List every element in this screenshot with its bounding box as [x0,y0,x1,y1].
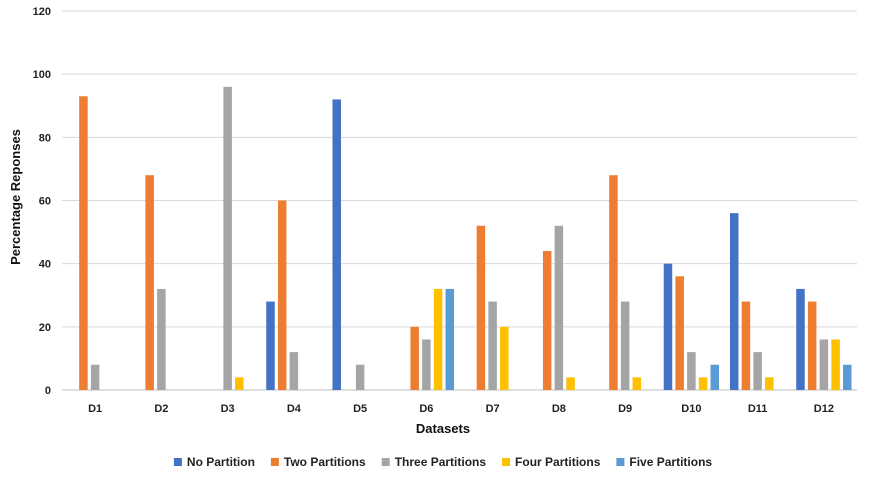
bar-d3-series-4 [235,377,244,390]
legend: No Partition Two Partitions Three Partitio… [173,455,712,469]
x-tick-label: D7 [486,403,500,415]
y-axis-title: Percentage Reponses [8,129,23,265]
bar-d9-series-2 [609,175,618,390]
bars [79,86,852,391]
y-tick-label: 20 [39,322,51,334]
legend-item-5: Five Partitions [616,455,712,469]
legend-swatch [173,458,182,466]
y-tick-label: 80 [39,132,51,144]
legend-item-4: Four Partitions [502,455,601,469]
legend-swatch [616,458,625,466]
bar-d10-series-3 [687,352,696,390]
bar-d10-series-4 [698,377,708,390]
bar-d11-series-4 [765,377,774,390]
bar-d4-series-1 [266,301,275,390]
x-tick-label: D3 [221,403,235,415]
bar-d3-series-3 [223,86,232,391]
bar-d10-series-5 [710,364,720,390]
x-tick-label: D5 [353,403,367,415]
bar-d6-series-5 [445,288,455,390]
bar-d5-series-3 [355,364,365,390]
legend-label: Two Partitions [284,455,366,469]
y-tick-label: 100 [33,69,51,81]
legend-swatch [381,458,390,466]
x-tick-label: D6 [419,403,433,415]
legend-swatch [502,458,511,466]
bar-d7-series-4 [500,326,509,390]
x-tick-label: D9 [618,403,632,415]
bar-d2-series-2 [145,175,154,390]
bar-d9-series-4 [632,377,642,390]
gridlines [62,10,857,391]
bar-d10-series-1 [663,263,673,390]
x-tick-label: D4 [287,403,302,415]
bar-d6-series-2 [410,326,419,390]
y-tick-label: 60 [39,196,51,208]
bar-d8-series-2 [542,251,552,390]
legend-item-1: No Partition [173,455,255,469]
bar-d10-series-2 [675,276,684,390]
bar-d4-series-3 [289,352,299,390]
bar-d8-series-4 [566,377,575,390]
x-tick-label: D2 [154,403,168,415]
x-tick-label: D12 [814,403,834,415]
legend-item-3: Three Partitions [381,455,487,469]
legend-swatch [270,458,279,466]
x-axis-ticks: D1 D2 D3 D4 D5 D6 D7 D8 D9 D10 D11 D12 [88,403,834,415]
bar-d8-series-3 [554,225,564,390]
bar-d2-series-3 [157,288,166,390]
bar-d5-series-1 [332,99,341,390]
bar-d12-series-1 [796,288,805,390]
bar-d12-series-2 [807,301,817,390]
legend-label: Four Partitions [515,455,601,469]
bar-d11-series-1 [729,213,739,390]
bar-d7-series-3 [488,301,497,390]
x-tick-label: D8 [552,403,566,415]
x-tick-label: D11 [748,403,768,415]
x-tick-label: D10 [681,403,701,415]
bar-d4-series-2 [277,200,287,390]
y-tick-label: 120 [33,6,51,18]
bar-d12-series-4 [831,339,840,390]
bar-d11-series-3 [753,352,762,390]
bar-d9-series-3 [620,301,630,390]
x-tick-label: D1 [88,403,102,415]
bar-d12-series-5 [843,364,852,390]
y-tick-label: 40 [39,259,51,271]
x-axis-title: Datasets [416,421,470,436]
legend-label: No Partition [187,455,255,469]
bar-d11-series-2 [741,301,751,390]
bar-d6-series-4 [433,288,443,390]
bar-d1-series-2 [79,96,88,391]
y-tick-label: 0 [45,385,51,397]
bar-d12-series-3 [819,339,829,390]
bar-d6-series-3 [422,339,431,390]
bar-d1-series-3 [90,364,100,390]
legend-label: Three Partitions [395,455,487,469]
y-axis-ticks: 0 20 40 60 80 100 120 [33,6,51,397]
legend-label: Five Partitions [629,455,712,469]
legend-item-2: Two Partitions [270,455,366,469]
bar-d7-series-2 [476,225,486,390]
